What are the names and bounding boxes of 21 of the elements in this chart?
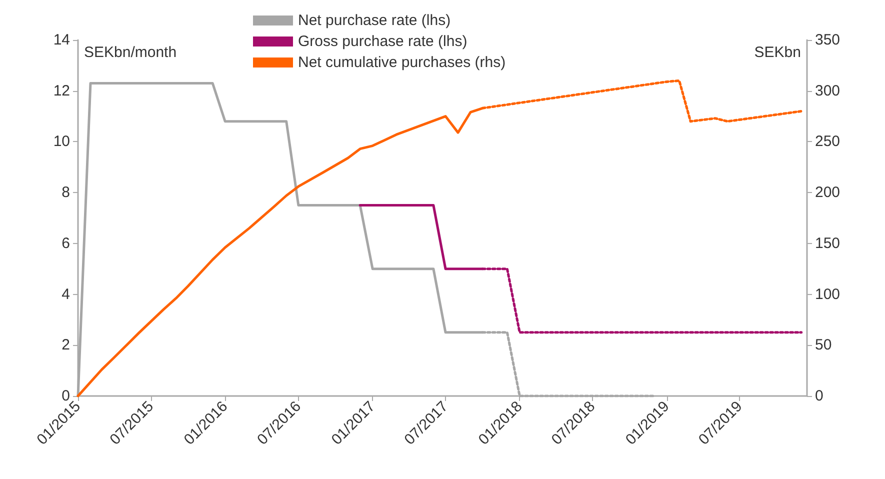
y-tick-label: 8	[62, 184, 70, 202]
y-tick-label: 0	[62, 388, 70, 404]
y2-tick-label: 100	[815, 286, 840, 303]
y2-axis-title: SEKbn	[754, 44, 801, 61]
y-axis-title: SEKbn/month	[84, 44, 177, 61]
y-tick-label: 10	[53, 133, 70, 150]
y2-tick-label: 50	[815, 336, 832, 354]
y2-tick-label: 200	[815, 184, 840, 202]
y2-tick-label: 250	[815, 133, 840, 150]
y2-tick-label: 150	[815, 234, 840, 252]
legend-label: Gross purchase rate (lhs)	[298, 33, 468, 50]
y2-tick-label: 300	[815, 82, 840, 100]
y-tick-label: 2	[62, 336, 70, 354]
y2-tick-label: 0	[815, 388, 824, 404]
legend-label: Net purchase rate (lhs)	[298, 12, 451, 29]
y-tick-label: 6	[62, 234, 70, 252]
y-tick-label: 12	[53, 82, 70, 100]
y-tick-label: 4	[62, 286, 70, 303]
y2-tick-label: 350	[815, 32, 840, 48]
legend-label: Net cumulative purchases (rhs)	[298, 54, 506, 71]
y-tick-label: 14	[53, 32, 70, 48]
